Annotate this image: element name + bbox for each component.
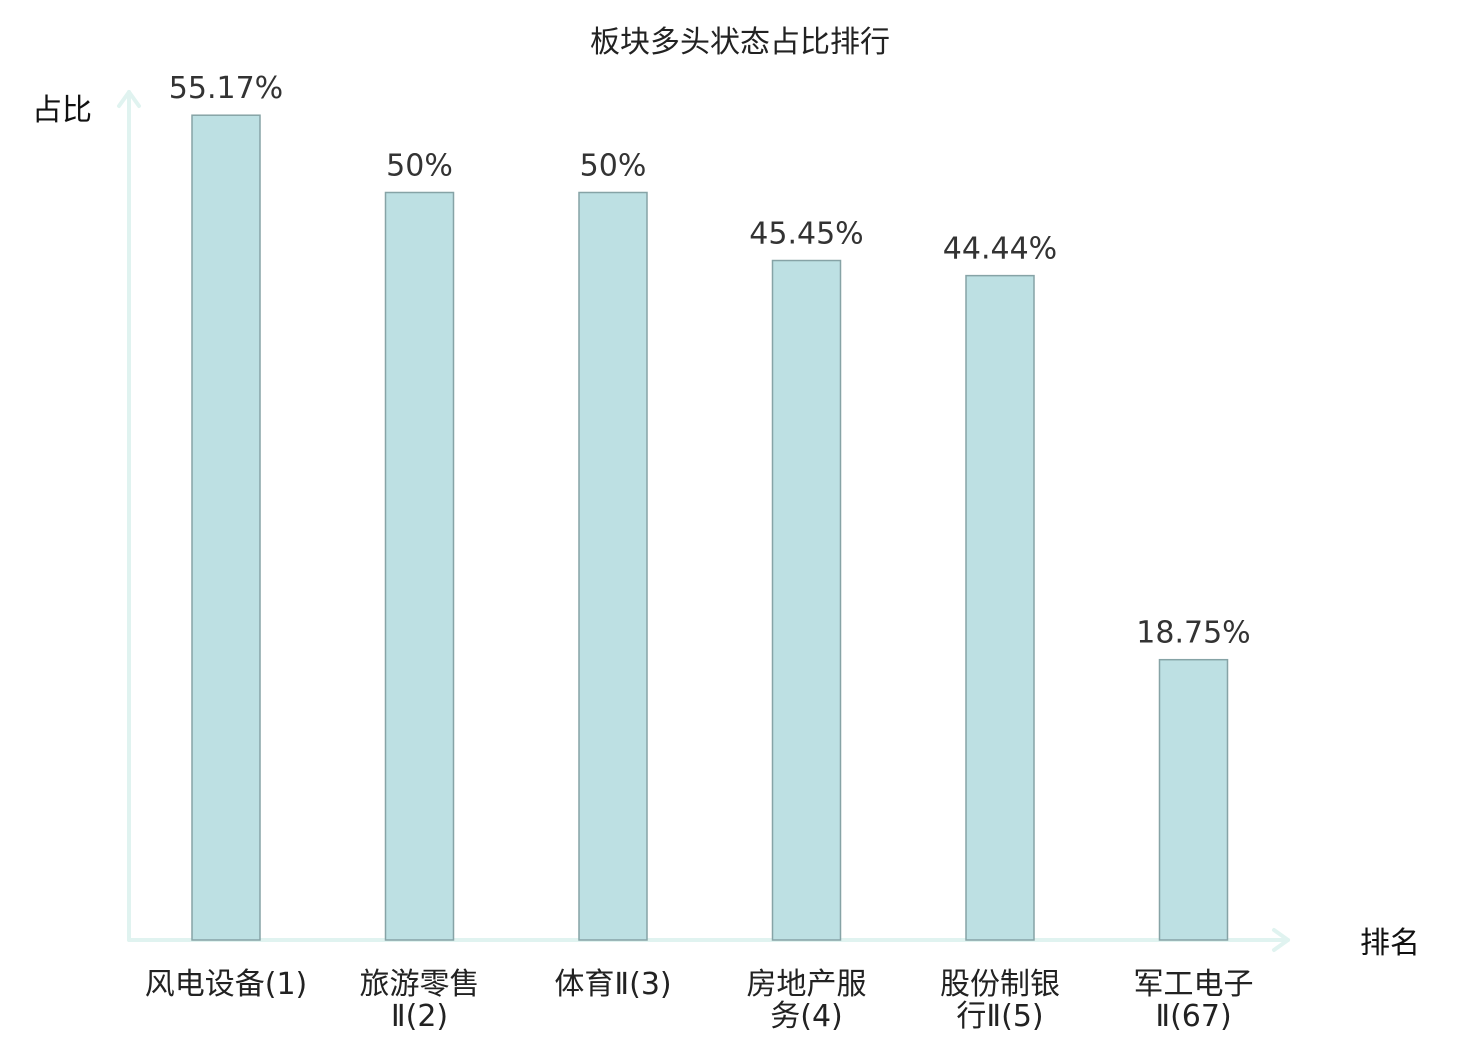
- category-label-6: 军工电子 Ⅱ(67): [1134, 967, 1254, 1034]
- category-label-1: 风电设备(1): [145, 967, 308, 1002]
- category-label-line: Ⅱ(2): [391, 999, 448, 1034]
- value-labels-group: 55.17% 50% 50% 45.45% 44.44% 18.75%: [169, 71, 1251, 650]
- bar-6: [1158, 658, 1229, 941]
- category-label-4: 房地产服务(4): [747, 967, 867, 1034]
- bar-2: [384, 191, 455, 941]
- category-label-line: 务(4): [770, 999, 843, 1034]
- x-axis-arrow: [1272, 928, 1290, 952]
- category-label-line: 旅游零售: [360, 967, 480, 1002]
- value-label-1: 55.17%: [169, 71, 283, 106]
- category-label-line: 行Ⅱ(5): [956, 999, 1043, 1034]
- category-label-3: 体育Ⅱ(3): [554, 967, 671, 1002]
- category-label-line: 军工电子: [1134, 967, 1254, 1002]
- category-labels-group: 风电设备(1) 旅游零售 Ⅱ(2) 体育Ⅱ(3) 房地产服务(4) 股份制银行Ⅱ(5) 军工…: [145, 967, 1254, 1034]
- axes: [117, 90, 1290, 952]
- chart-title: 板块多头状态占比排行: [590, 25, 890, 60]
- value-label-2: 50%: [386, 149, 453, 184]
- category-label-line: 体育Ⅱ(3): [554, 967, 671, 1002]
- bar-3: [578, 191, 648, 941]
- bars-group: [191, 114, 1229, 941]
- y-axis-label: 占比: [32, 93, 92, 128]
- bar-5: [965, 274, 1035, 941]
- category-label-line: 股份制银: [940, 967, 1060, 1002]
- bar-4: [771, 259, 842, 941]
- bar-1: [191, 114, 261, 941]
- category-label-line: Ⅱ(67): [1155, 999, 1231, 1034]
- y-axis-arrow: [117, 90, 141, 108]
- category-label-2: 旅游零售 Ⅱ(2): [360, 967, 480, 1034]
- value-label-4: 45.45%: [749, 217, 863, 252]
- value-label-5: 44.44%: [943, 232, 1057, 267]
- value-label-6: 18.75%: [1136, 616, 1250, 651]
- category-label-line: 房地产服: [747, 967, 867, 1002]
- category-label-5: 股份制银行Ⅱ(5): [940, 967, 1060, 1034]
- category-label-line: 风电设备(1): [145, 967, 308, 1002]
- x-axis-label: 排名: [1360, 926, 1420, 961]
- value-label-3: 50%: [580, 149, 647, 184]
